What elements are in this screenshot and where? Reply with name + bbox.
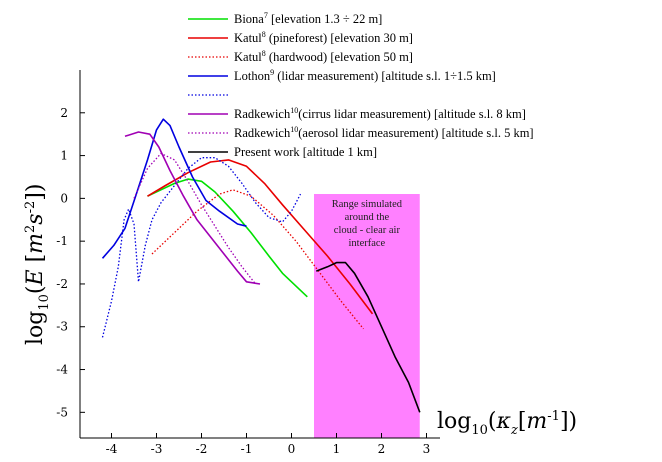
series-line-0 [147, 178, 308, 298]
y-axis-title: log10(E [m2s-2]) [23, 184, 52, 345]
y-tick-label: -5 [56, 405, 68, 419]
y-tick-label: -2 [56, 277, 68, 291]
x-tick-label: 0 [288, 442, 296, 456]
y-tick-label: -4 [56, 363, 68, 377]
legend: Biona7 [elevation 1.3 ÷ 22 m] Katul8 (pin… [188, 11, 534, 159]
legend-entry: Katul8 (pineforest) [elevation 30 m] [234, 30, 413, 45]
x-tick-label: -3 [151, 442, 163, 456]
band-label-line: interface [349, 238, 386, 249]
legend-entry: Katul8 (hardwood) [elevation 50 m] [234, 49, 413, 64]
series-line-7 [316, 261, 421, 413]
axes: -4 -3 -2 -1 0 1 2 3 2 1 0 -1 -2 -3 -4 -5 [56, 70, 440, 456]
series-line-5 [124, 131, 261, 285]
legend-entry: Radkewich10(aerosol lidar measurement) [… [234, 125, 534, 140]
legend-entry: Lothon9 (lidar measurement) [altitude s.… [234, 68, 496, 83]
legend-entry: Biona7 [elevation 1.3 ÷ 22 m] [234, 11, 382, 26]
legend-entry: Present work [altitude 1 km] [234, 145, 377, 159]
y-tick-label: -1 [56, 234, 68, 248]
x-tick-label: -4 [106, 442, 118, 456]
y-tick-label: 0 [60, 191, 68, 205]
y-tick-label: -3 [56, 320, 68, 334]
series-line-4 [101, 157, 302, 338]
series-line-3 [101, 118, 247, 259]
x-tick-label: 2 [378, 442, 386, 456]
series-line-6 [133, 152, 257, 285]
x-tick-label: -2 [196, 442, 208, 456]
series-line-1 [147, 159, 374, 315]
band-label-line: Range simulated [332, 199, 403, 210]
band-label-line: around the [345, 212, 390, 223]
x-tick-label: 3 [423, 442, 431, 456]
x-axis-title: log10(κz[m-1]) [437, 409, 577, 438]
series-line-2 [151, 189, 365, 330]
band-label-line: cloud - clear air [334, 225, 401, 236]
simulated-range-band [314, 194, 420, 438]
y-tick-label: 2 [60, 106, 68, 120]
x-tick-label: 1 [333, 442, 341, 456]
y-tick-label: 1 [60, 149, 68, 163]
legend-entry: Radkewich10(cirrus lidar measurement) [a… [234, 106, 526, 121]
series-group [101, 118, 421, 413]
x-tick-label: -1 [241, 442, 253, 456]
